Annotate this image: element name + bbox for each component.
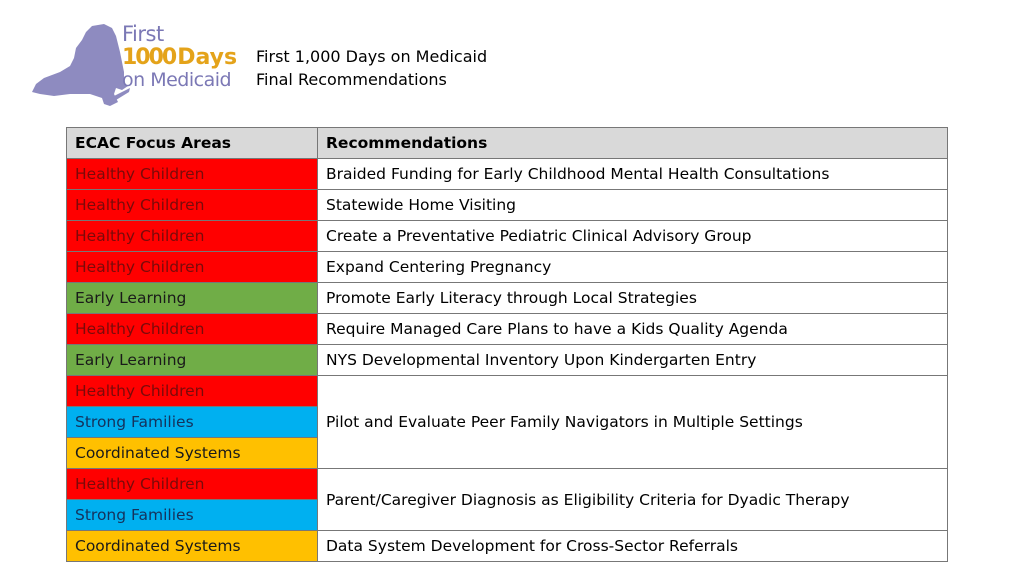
focus-area-cell: Healthy Children bbox=[66, 220, 318, 252]
column-header-focus-areas: ECAC Focus Areas bbox=[66, 127, 318, 159]
first-1000-days-logo: First 1000Days on Medicaid bbox=[30, 22, 240, 110]
table-row: Healthy Children Braided Funding for Ear… bbox=[66, 158, 948, 190]
table-row: Healthy Children Pilot and Evaluate Peer… bbox=[66, 375, 948, 469]
focus-area-cell: Healthy Children bbox=[66, 375, 318, 407]
table-row: Early Learning Promote Early Literacy th… bbox=[66, 282, 948, 314]
focus-area-cell: Healthy Children bbox=[66, 468, 318, 500]
focus-area-cell: Healthy Children bbox=[66, 313, 318, 345]
column-header-recommendations: Recommendations bbox=[317, 127, 948, 159]
new-york-state-icon bbox=[32, 24, 130, 106]
table-row: Strong Families bbox=[66, 406, 948, 438]
focus-area-cell: Coordinated Systems bbox=[66, 437, 318, 469]
table-row: Healthy Children Create a Preventative P… bbox=[66, 220, 948, 252]
focus-area-cell: Strong Families bbox=[66, 406, 318, 438]
focus-area-cell: Healthy Children bbox=[66, 158, 318, 190]
table-row: Early Learning NYS Developmental Invento… bbox=[66, 344, 948, 376]
title-line-2: Final Recommendations bbox=[256, 70, 447, 89]
table-row: Coordinated Systems Data System Developm… bbox=[66, 530, 948, 562]
recommendation-cell: Pilot and Evaluate Peer Family Navigator… bbox=[317, 375, 948, 469]
focus-area-cell: Coordinated Systems bbox=[66, 530, 318, 562]
table-row: Healthy Children Require Managed Care Pl… bbox=[66, 313, 948, 345]
logo-word-first: First bbox=[122, 22, 164, 46]
logo-number: 1000 bbox=[122, 45, 177, 70]
focus-area-cell: Strong Families bbox=[66, 499, 318, 531]
title-line-1: First 1,000 Days on Medicaid bbox=[256, 47, 488, 66]
focus-area-cell: Early Learning bbox=[66, 344, 318, 376]
page-title: First 1,000 Days on Medicaid Final Recom… bbox=[256, 45, 487, 91]
table-header-row: ECAC Focus Areas Recommendations bbox=[66, 127, 948, 159]
recommendations-table: ECAC Focus Areas Recommendations Healthy… bbox=[66, 127, 948, 562]
recommendation-cell: Braided Funding for Early Childhood Ment… bbox=[317, 158, 948, 190]
logo-word-on-medicaid: on Medicaid bbox=[122, 69, 232, 91]
table-row: Healthy Children Parent/Caregiver Diagno… bbox=[66, 468, 948, 531]
recommendation-cell: Expand Centering Pregnancy bbox=[317, 251, 948, 283]
focus-area-cell: Healthy Children bbox=[66, 189, 318, 221]
focus-area-cell: Healthy Children bbox=[66, 251, 318, 283]
table-row: Healthy Children Statewide Home Visiting bbox=[66, 189, 948, 221]
table-row: Coordinated Systems bbox=[66, 437, 948, 469]
recommendation-cell: Require Managed Care Plans to have a Kid… bbox=[317, 313, 948, 345]
recommendation-cell: Promote Early Literacy through Local Str… bbox=[317, 282, 948, 314]
table-row: Healthy Children Expand Centering Pregna… bbox=[66, 251, 948, 283]
logo-word-days: Days bbox=[177, 45, 238, 70]
recommendation-cell: Statewide Home Visiting bbox=[317, 189, 948, 221]
recommendation-cell: NYS Developmental Inventory Upon Kinderg… bbox=[317, 344, 948, 376]
recommendation-cell: Create a Preventative Pediatric Clinical… bbox=[317, 220, 948, 252]
focus-area-cell: Early Learning bbox=[66, 282, 318, 314]
recommendation-cell: Parent/Caregiver Diagnosis as Eligibilit… bbox=[317, 468, 948, 531]
recommendation-cell: Data System Development for Cross-Sector… bbox=[317, 530, 948, 562]
